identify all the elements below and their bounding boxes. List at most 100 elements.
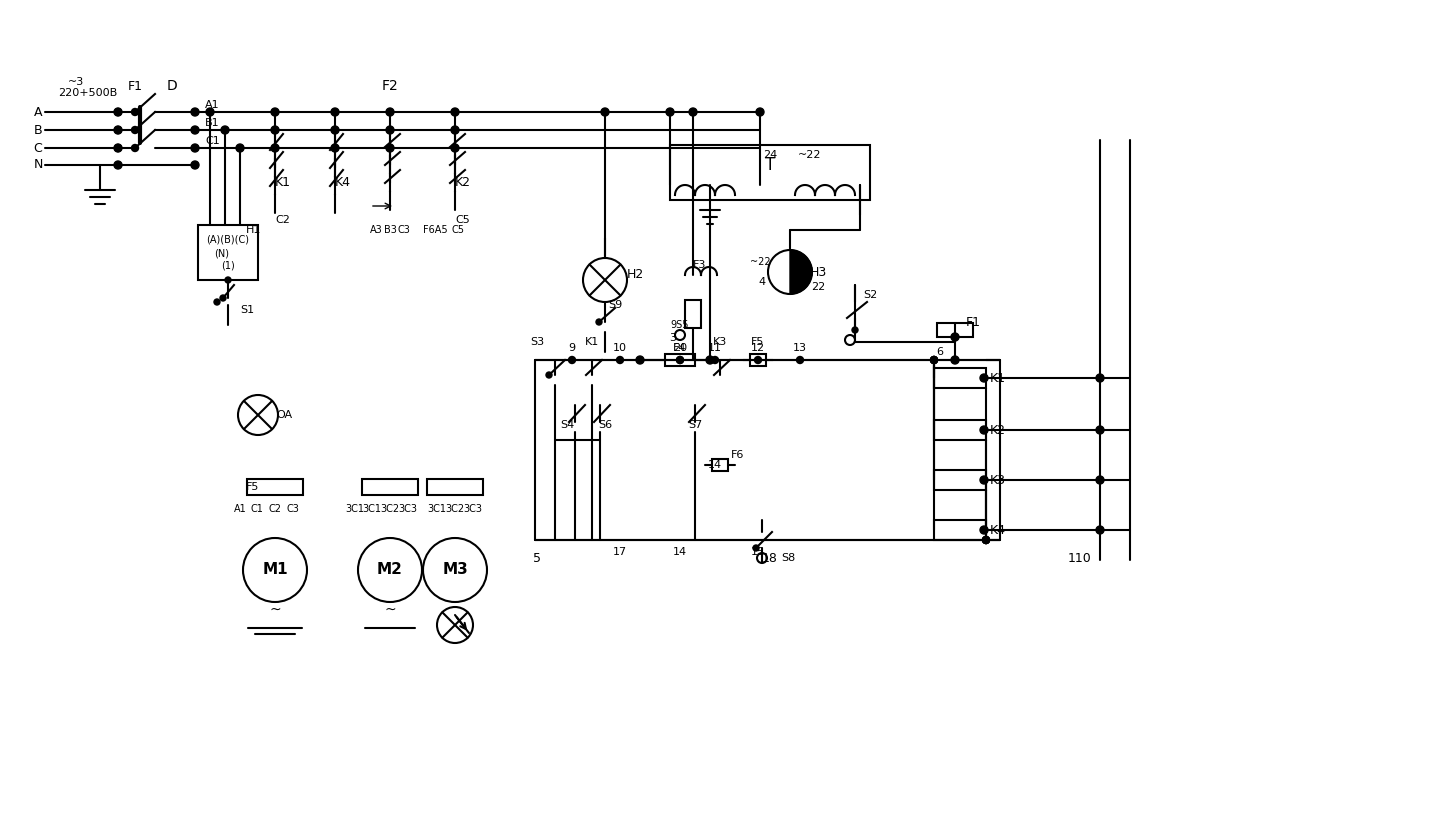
Circle shape [206,108,214,116]
Text: F3: F3 [693,260,707,270]
Text: F5: F5 [752,337,765,347]
Circle shape [221,126,229,134]
Circle shape [272,144,279,152]
Text: 220+500B: 220+500B [59,88,117,98]
Circle shape [1096,374,1105,382]
Polygon shape [790,250,812,294]
Text: M2: M2 [377,563,403,578]
Circle shape [236,144,244,152]
Text: C1: C1 [204,136,220,146]
Circle shape [676,356,683,364]
Circle shape [272,126,279,134]
Circle shape [332,126,339,134]
Text: (N): (N) [214,248,230,258]
Text: K1: K1 [990,371,1006,385]
Text: ~22: ~22 [799,150,822,160]
Text: 10: 10 [613,343,627,353]
Bar [935,368,986,388]
Text: OA: OA [276,410,292,420]
Text: 3C3: 3C3 [463,504,483,514]
Circle shape [796,356,803,364]
Text: K1: K1 [584,337,599,347]
Circle shape [930,356,937,364]
Text: K4: K4 [334,176,352,188]
Text: F6: F6 [732,450,745,460]
Bar [935,470,986,490]
Text: 3C1: 3C1 [363,504,382,514]
Circle shape [980,476,987,484]
Text: ~22: ~22 [750,257,770,267]
Text: 24: 24 [763,150,777,160]
Text: S3: S3 [530,337,544,347]
Text: 3C2: 3C2 [446,504,464,514]
Circle shape [191,144,199,152]
Circle shape [386,126,394,134]
Text: S2: S2 [863,290,877,300]
Circle shape [332,144,339,152]
Circle shape [596,319,602,325]
Text: 11: 11 [707,343,722,353]
Text: (A)(B)(C): (A)(B)(C) [207,235,250,245]
Text: S1: S1 [240,305,254,315]
Text: 9S5: 9S5 [670,320,689,330]
Text: ~3: ~3 [69,77,84,87]
Circle shape [616,356,623,364]
Text: C3: C3 [287,504,300,514]
Text: 4: 4 [759,277,766,287]
Circle shape [1096,526,1105,534]
Text: C: C [34,141,43,155]
Text: C5: C5 [452,225,464,235]
Text: (1): (1) [221,260,234,270]
Text: C3: C3 [397,225,410,235]
Text: K3: K3 [713,337,727,347]
Circle shape [114,108,121,116]
Circle shape [191,108,199,116]
Text: 20: 20 [673,343,687,353]
Circle shape [980,426,987,434]
Circle shape [1096,476,1105,484]
Circle shape [114,144,121,151]
Text: 22: 22 [810,282,825,292]
Circle shape [930,356,937,364]
Text: F4: F4 [673,343,687,353]
Text: F5: F5 [246,482,260,492]
Circle shape [114,127,121,134]
Bar [684,300,702,328]
Circle shape [755,356,762,364]
Circle shape [636,356,644,364]
Circle shape [114,161,121,169]
Bar [935,520,986,540]
Text: 14: 14 [673,547,687,557]
Text: H1: H1 [246,225,262,235]
Text: 3C1: 3C1 [346,504,364,514]
Circle shape [930,356,937,364]
Text: 9: 9 [569,343,576,353]
Text: 5: 5 [533,552,542,564]
Text: 17: 17 [613,547,627,557]
Circle shape [980,526,987,534]
Circle shape [952,333,959,341]
Text: F1: F1 [966,316,980,328]
Text: S6: S6 [597,420,612,430]
Bar [750,354,766,366]
Text: 18: 18 [762,552,777,564]
Bar [199,225,259,280]
Text: F2: F2 [382,79,399,93]
Text: 3: 3 [670,333,676,343]
Text: M3: M3 [442,563,467,578]
Circle shape [602,108,609,116]
Circle shape [114,126,121,134]
Bar [712,459,727,471]
Circle shape [676,356,683,364]
Text: 13: 13 [793,343,807,353]
Text: S8: S8 [780,553,795,563]
Text: 110: 110 [1067,552,1092,564]
Text: 14: 14 [707,460,722,470]
Circle shape [983,537,989,543]
Text: C2: C2 [269,504,282,514]
Circle shape [753,545,759,551]
Circle shape [191,161,199,169]
Text: S4: S4 [560,420,574,430]
Circle shape [952,356,959,364]
Text: B3: B3 [383,225,396,235]
